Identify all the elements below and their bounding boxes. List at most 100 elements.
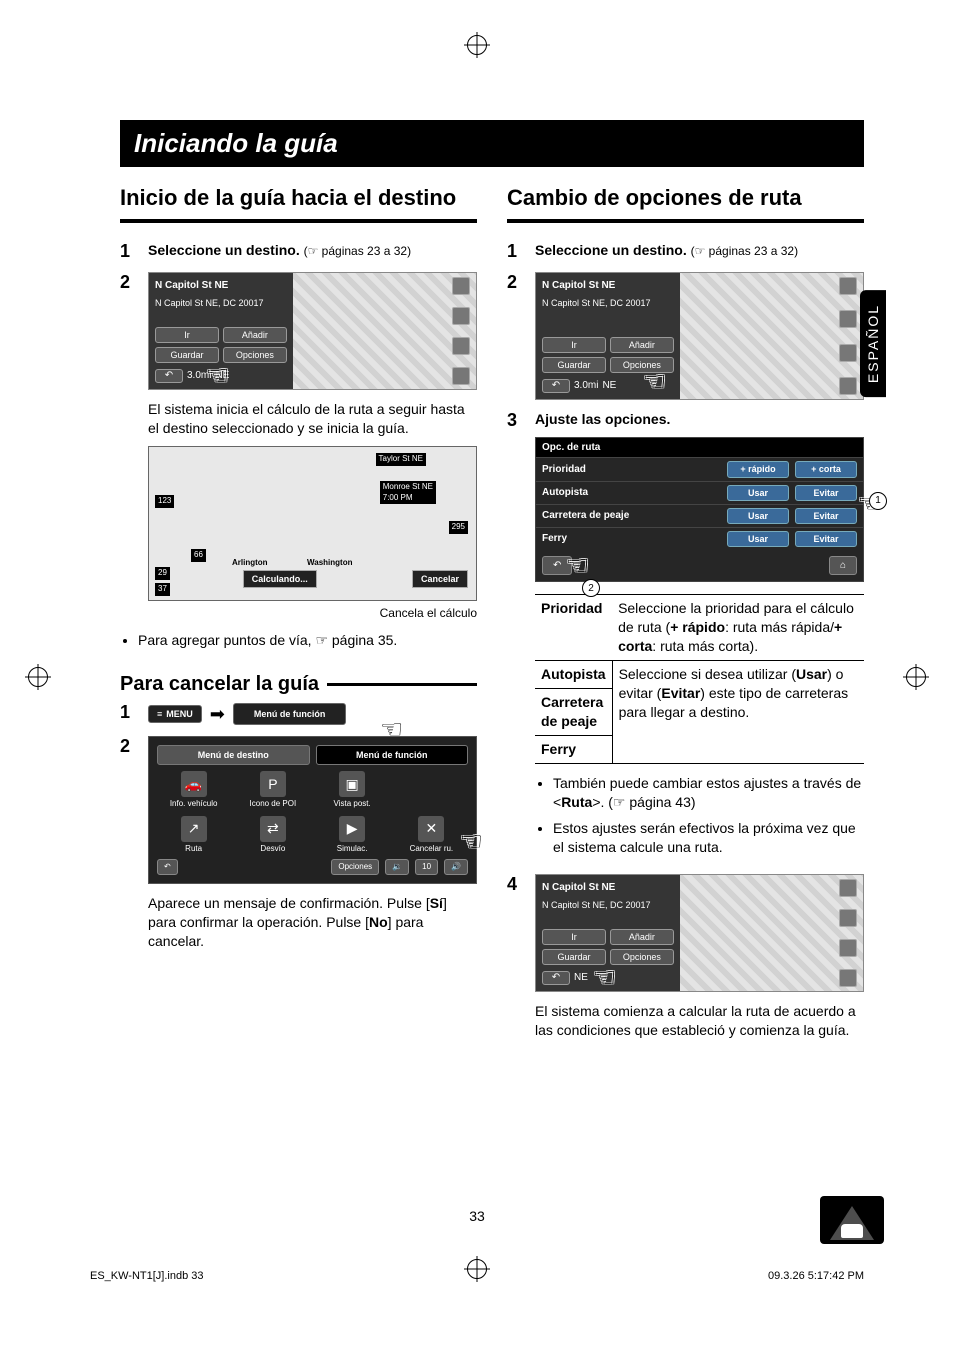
- save-button[interactable]: Guardar: [155, 347, 219, 363]
- row-prioridad: Prioridad Seleccione la prioridad para e…: [535, 595, 864, 661]
- home-button[interactable]: ⌂: [829, 556, 857, 576]
- label: Carretera de peaje: [542, 509, 721, 523]
- footer-left: ES_KW-NT1[J].indb 33: [90, 1270, 204, 1282]
- zoom-icon: [452, 307, 470, 325]
- layer-icon: [839, 377, 857, 395]
- btn-use[interactable]: Usar: [727, 531, 789, 547]
- compass-icon: [452, 277, 470, 295]
- step-body: N Capitol St NE N Capitol St NE, DC 2001…: [535, 874, 864, 1040]
- btn-avoid[interactable]: Evitar: [795, 531, 857, 547]
- cell-vista[interactable]: ▣Vista post.: [316, 771, 389, 810]
- t: Aparece un mensaje de confirmación. Puls…: [148, 895, 430, 911]
- step-body: N Capitol St NE N Capitol St NE, DC 2001…: [148, 272, 477, 621]
- options-button[interactable]: Opciones: [610, 357, 674, 373]
- layer-icon: [839, 969, 857, 987]
- key: Ferry: [535, 735, 612, 763]
- step-num: 1: [507, 241, 525, 262]
- menu-label: MENU: [166, 708, 193, 720]
- bullets: Para agregar puntos de vía, ☞ página 35.: [120, 631, 477, 651]
- cancel-button[interactable]: Cancelar: [412, 570, 468, 588]
- btn-use[interactable]: Usar: [727, 485, 789, 501]
- route-badge: 37: [155, 583, 170, 596]
- options-button[interactable]: Opciones: [223, 347, 287, 363]
- btn-avoid[interactable]: Evitar: [795, 485, 857, 501]
- add-button[interactable]: Añadir: [223, 327, 287, 343]
- tabs: Menú de destino Menú de función: [157, 745, 468, 765]
- bullet-effective: Estos ajustes serán efectivos la próxima…: [553, 819, 864, 858]
- go-button[interactable]: Ir: [542, 337, 606, 353]
- go-button[interactable]: Ir: [542, 929, 606, 945]
- back-icon[interactable]: ↶: [155, 369, 183, 383]
- save-button[interactable]: Guardar: [542, 949, 606, 965]
- car-icon: [841, 1224, 863, 1238]
- cell-info[interactable]: 🚗Info. vehículo: [157, 771, 230, 810]
- step-body: Menú de destino Menú de función 🚗Info. v…: [148, 736, 477, 951]
- map-side-icons: [839, 879, 859, 987]
- map-label: Taylor St NE: [376, 453, 426, 466]
- vol-down-button[interactable]: 🔉: [385, 859, 409, 876]
- add-button[interactable]: Añadir: [610, 337, 674, 353]
- step-num: 2: [120, 736, 138, 951]
- route-badge: 66: [191, 549, 206, 562]
- function-menu-button[interactable]: Menú de función: [233, 703, 347, 725]
- t: : ruta más corta).: [652, 638, 758, 654]
- cell-poi[interactable]: PIcono de POI: [236, 771, 309, 810]
- step1-ref: (☞ páginas 23 a 32): [691, 244, 799, 258]
- step3-bold: Ajuste las opciones.: [535, 410, 864, 429]
- key: Prioridad: [535, 595, 612, 661]
- btn-row-1: Ir Añadir: [542, 929, 674, 945]
- cell-desvio[interactable]: ⇄Desvío: [236, 816, 309, 855]
- detour-icon: ⇄: [260, 816, 286, 842]
- go-button[interactable]: Ir: [155, 327, 219, 343]
- step1-ref: (☞ páginas 23 a 32): [304, 244, 412, 258]
- cell-cancel-route[interactable]: ✕Cancelar ru.: [395, 816, 468, 855]
- add-button[interactable]: Añadir: [610, 929, 674, 945]
- nav-thumb-icon: [820, 1196, 884, 1244]
- step1-bold: Seleccione un destino.: [535, 242, 687, 258]
- map-label: Monroe St NE7:00 PM: [380, 481, 436, 505]
- opts-title: Opc. de ruta: [536, 438, 863, 458]
- vol-up-button[interactable]: 🔊: [444, 859, 468, 876]
- destination-panel: N Capitol St NE N Capitol St NE, DC 2001…: [536, 875, 680, 991]
- step-num: 2: [507, 272, 525, 400]
- t: Evitar: [661, 685, 700, 701]
- btn-avoid[interactable]: Evitar: [795, 508, 857, 524]
- label: Prioridad: [542, 463, 721, 477]
- btn-short[interactable]: + corta: [795, 461, 857, 477]
- bullets: También puede cambiar estos ajustes a tr…: [535, 774, 864, 858]
- addr-line2: N Capitol St NE, DC 20017: [542, 297, 674, 309]
- cell-ruta[interactable]: ↗Ruta: [157, 816, 230, 855]
- back-button[interactable]: ↶: [542, 556, 572, 576]
- destination-panel: N Capitol St NE N Capitol St NE, DC 2001…: [149, 273, 293, 389]
- callout-1: 1: [869, 492, 887, 510]
- back-icon[interactable]: ↶: [542, 379, 570, 393]
- save-button[interactable]: Guardar: [542, 357, 606, 373]
- cancel-step-1: 1 ≡ MENU ➡ Menú de función ☜: [120, 702, 477, 726]
- t: >. (☞ página 43): [592, 794, 695, 810]
- back-button[interactable]: ↶: [157, 859, 178, 876]
- language-tab: ESPAÑOL: [860, 290, 886, 397]
- arrow-icon: ➡: [210, 702, 225, 726]
- right-step-4: 4 N Capitol St NE: [507, 874, 864, 1040]
- back-icon[interactable]: ↶: [542, 971, 570, 985]
- cancel-step-2: 2 Menú de destino Menú de función 🚗Info.…: [120, 736, 477, 951]
- cell-simulac[interactable]: ▶Simulac.: [316, 816, 389, 855]
- direction-label: NE: [602, 379, 616, 393]
- options-button[interactable]: Opciones: [610, 949, 674, 965]
- label: Vista post.: [334, 799, 371, 808]
- btn-fast[interactable]: + rápido: [727, 461, 789, 477]
- right-heading: Cambio de opciones de ruta: [507, 185, 864, 211]
- t: Sí: [430, 895, 443, 911]
- left-column: Inicio de la guía hacia el destino 1 Sel…: [120, 185, 477, 1050]
- map-area: [680, 273, 863, 399]
- calculating-label: Calculando...: [243, 570, 317, 588]
- compass-icon: [839, 277, 857, 295]
- city-label: Arlington: [229, 557, 271, 570]
- tab-function[interactable]: Menú de función: [316, 745, 469, 765]
- scale-icon: [452, 337, 470, 355]
- label: Simulac.: [337, 844, 368, 853]
- options-button[interactable]: Opciones: [331, 859, 379, 876]
- menu-hardkey[interactable]: ≡ MENU: [148, 705, 202, 723]
- tab-destination[interactable]: Menú de destino: [157, 745, 310, 765]
- btn-use[interactable]: Usar: [727, 508, 789, 524]
